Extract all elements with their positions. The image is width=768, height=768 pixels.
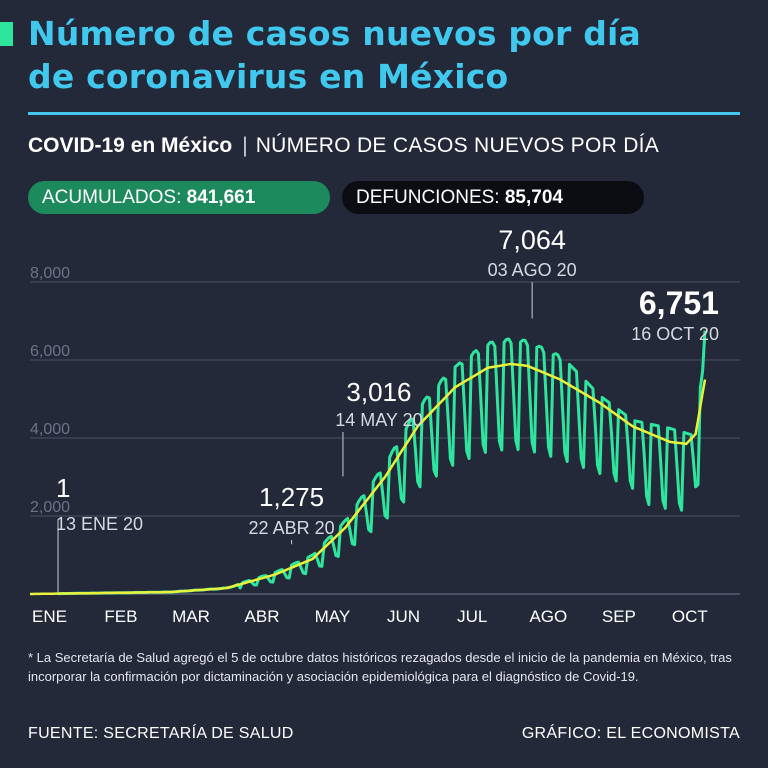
y-tick-label: 4,000 bbox=[30, 421, 70, 438]
subtitle-description: NÚMERO DE CASOS NUEVOS POR DÍA bbox=[255, 134, 660, 157]
accumulated-label: ACUMULADOS: bbox=[42, 187, 182, 208]
x-tick-label: AGO bbox=[529, 607, 567, 626]
annotation-value: 1,275 bbox=[259, 482, 324, 512]
x-tick-label: MAY bbox=[315, 607, 351, 626]
x-tick-label: MAR bbox=[172, 607, 210, 626]
title-accent-bar bbox=[0, 22, 13, 46]
x-tick-label: ABR bbox=[245, 607, 280, 626]
y-axis-labels: 8,000 6,000 4,000 2,000 bbox=[30, 265, 70, 516]
accumulated-badge: ACUMULADOS: 841,661 bbox=[28, 181, 330, 214]
annotation-date: 16 OCT 20 bbox=[631, 324, 719, 344]
deaths-label: DEFUNCIONES: bbox=[356, 187, 500, 208]
source-credit: FUENTE: SECRETARÍA DE SALUD bbox=[28, 725, 294, 742]
daily-cases-chart: 8,000 6,000 4,000 2,000 ENE FEB MAR ABR MAY JUN J… bbox=[30, 225, 740, 626]
x-tick-label: FEB bbox=[104, 607, 137, 626]
annotations: 1 13 ENE 20 1,275 22 ABR 20 3,016 14 MAY 20 7,… bbox=[56, 225, 719, 538]
title-line-2: de coronavirus en México bbox=[28, 57, 509, 96]
annotation-value: 6,751 bbox=[639, 285, 719, 321]
x-tick-label: JUN bbox=[387, 607, 420, 626]
y-tick-label: 6,000 bbox=[30, 343, 70, 360]
page-title: Número de casos nuevos por día de corona… bbox=[28, 12, 748, 98]
annotation-value: 7,064 bbox=[498, 225, 566, 255]
deaths-badge: DEFUNCIONES: 85,704 bbox=[342, 181, 644, 214]
chart-gridlines bbox=[30, 281, 740, 595]
y-tick-label: 2,000 bbox=[30, 499, 70, 516]
annotation-date: 03 AGO 20 bbox=[488, 260, 577, 280]
x-tick-label: SEP bbox=[602, 607, 636, 626]
annotation-date: 14 MAY 20 bbox=[335, 410, 422, 430]
annotation-value: 1 bbox=[56, 473, 70, 503]
daily-cases-line bbox=[58, 330, 707, 596]
subtitle-topic: COVID-19 en México bbox=[28, 134, 233, 157]
subtitle: COVID-19 en México | NÚMERO DE CASOS NUEVO… bbox=[28, 134, 659, 158]
annotation-date: 22 ABR 20 bbox=[249, 518, 335, 538]
x-tick-label: OCT bbox=[672, 607, 708, 626]
y-tick-label: 8,000 bbox=[30, 265, 70, 282]
deaths-value: 85,704 bbox=[504, 187, 563, 208]
title-line-1: Número de casos nuevos por día bbox=[28, 14, 642, 53]
annotation-value: 3,016 bbox=[346, 377, 411, 407]
accumulated-value: 841,661 bbox=[186, 187, 256, 208]
trend-line bbox=[30, 362, 707, 596]
graphic-credit: GRÁFICO: EL ECONOMISTA bbox=[521, 725, 740, 742]
x-tick-label: ENE bbox=[32, 607, 67, 626]
x-tick-label: JUL bbox=[457, 607, 487, 626]
title-divider bbox=[28, 112, 740, 115]
footnote: * La Secretaría de Salud agregó el 5 de … bbox=[28, 650, 732, 684]
subtitle-separator: | bbox=[242, 134, 248, 157]
annotation-date: 13 ENE 20 bbox=[56, 514, 143, 534]
x-axis-labels: ENE FEB MAR ABR MAY JUN JUL AGO SEP OCT bbox=[32, 607, 708, 626]
